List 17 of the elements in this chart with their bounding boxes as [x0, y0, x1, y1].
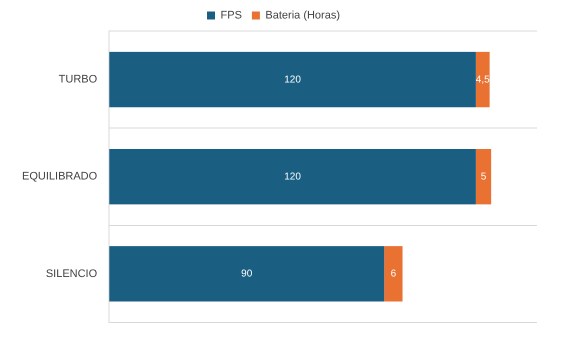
- bar: [109, 52, 476, 108]
- data-label: 90: [241, 268, 253, 280]
- bar: [384, 246, 403, 302]
- bar: [476, 52, 490, 108]
- data-label: 5: [480, 171, 487, 182]
- legend-label: Bateria (Horas): [265, 10, 340, 22]
- y-tick-label: EQUILIBRADO: [22, 170, 98, 183]
- data-label: 120: [284, 171, 302, 182]
- data-label: 6: [390, 268, 397, 280]
- data-label: 4,5: [476, 74, 490, 86]
- y-tick-label: TURBO: [58, 74, 98, 86]
- bar: [476, 149, 492, 204]
- legend-label: FPS: [220, 10, 242, 22]
- bar: [109, 246, 384, 302]
- data-label: 120: [284, 74, 302, 86]
- bar: [109, 149, 476, 204]
- y-tick-label: SILENCIO: [46, 268, 98, 280]
